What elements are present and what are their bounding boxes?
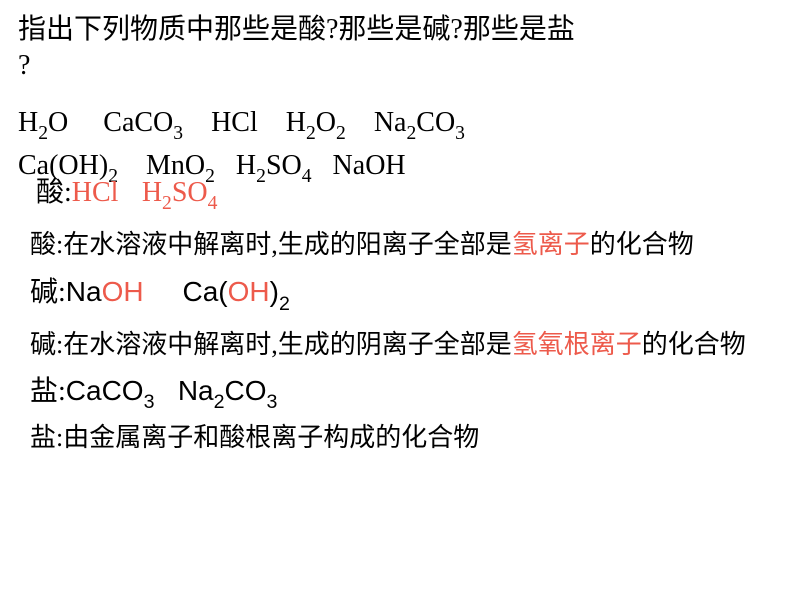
formula-h2o: H2O (18, 107, 68, 138)
salt-answer: 盐:CaCO3 Na2CO3 (30, 370, 776, 416)
acid-answer: 酸:HCl H2SO4 (36, 171, 776, 217)
acid-item-hcl: HCl (72, 177, 119, 208)
base-highlight: 氢氧根离子 (512, 330, 642, 359)
base-definition: 碱:在水溶液中解离时,生成的阴离子全部是氢氧根离子的化合物 (30, 327, 776, 363)
formula-caco3: CaCO3 (103, 107, 183, 138)
acid-item-h2so4: H2SO4 (142, 177, 218, 208)
base-item-naoh: NaOH (66, 276, 144, 307)
acid-definition: 酸:在水溶液中解离时,生成的阳离子全部是氢离子的化合物 (30, 227, 776, 263)
formula-h2o2: H2O2 (286, 107, 346, 138)
question-line2: ? (18, 50, 30, 81)
salt-item-caco3: CaCO3 (66, 375, 155, 406)
formula-list-row1: H2O CaCO3 HCl H2O2 Na2CO3 (18, 103, 776, 146)
salt-definition: 盐:由金属离子和酸根离子构成的化合物 (30, 418, 776, 457)
acid-label: 酸: (36, 177, 72, 208)
salt-item-na2co3: Na2CO3 (178, 375, 278, 406)
base-answer: 碱:NaOH Ca(OH)2 (30, 271, 776, 317)
question-text: 指出下列物质中那些是酸?那些是碱?那些是盐 ? (18, 12, 776, 85)
salt-label: 盐: (30, 376, 66, 407)
formula-hcl: HCl (211, 107, 258, 138)
acid-highlight: 氢离子 (512, 230, 590, 259)
base-label: 碱: (30, 277, 66, 308)
base-item-caoh2: Ca(OH)2 (182, 276, 289, 307)
formula-na2co3: Na2CO3 (374, 107, 465, 138)
question-line1: 指出下列物质中那些是酸?那些是碱?那些是盐 (18, 14, 575, 45)
answer-section: 酸:HCl H2SO4 酸:在水溶液中解离时,生成的阳离子全部是氢离子的化合物 … (18, 171, 776, 457)
